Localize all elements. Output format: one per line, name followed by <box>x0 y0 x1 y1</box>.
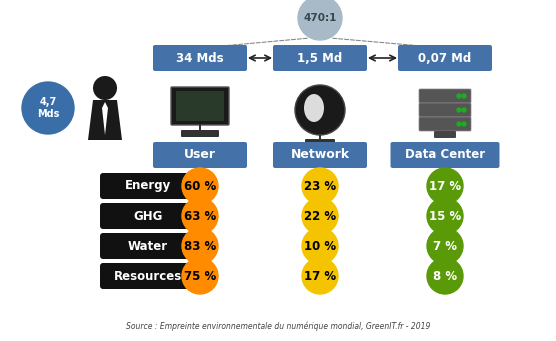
Text: Network: Network <box>290 148 350 162</box>
Text: 10 %: 10 % <box>304 239 336 252</box>
Circle shape <box>457 122 461 126</box>
FancyBboxPatch shape <box>100 173 196 199</box>
FancyBboxPatch shape <box>176 91 224 121</box>
Circle shape <box>427 258 463 294</box>
FancyBboxPatch shape <box>390 142 499 168</box>
Circle shape <box>462 94 466 98</box>
Circle shape <box>302 228 338 264</box>
Text: Data Center: Data Center <box>405 148 485 162</box>
Text: Water: Water <box>128 239 168 252</box>
Circle shape <box>462 122 466 126</box>
Circle shape <box>302 258 338 294</box>
Circle shape <box>182 258 218 294</box>
FancyBboxPatch shape <box>398 45 492 71</box>
Circle shape <box>457 108 461 112</box>
FancyBboxPatch shape <box>434 131 456 138</box>
Text: 8 %: 8 % <box>433 269 457 282</box>
FancyBboxPatch shape <box>153 142 247 168</box>
Text: 17 %: 17 % <box>304 269 336 282</box>
FancyBboxPatch shape <box>419 103 471 117</box>
Text: 7 %: 7 % <box>433 239 457 252</box>
Circle shape <box>427 228 463 264</box>
Polygon shape <box>102 102 108 135</box>
Circle shape <box>182 228 218 264</box>
FancyBboxPatch shape <box>100 263 196 289</box>
FancyBboxPatch shape <box>419 117 471 131</box>
Text: 0,07 Md: 0,07 Md <box>418 51 471 64</box>
Text: 83 %: 83 % <box>184 239 216 252</box>
FancyBboxPatch shape <box>419 89 471 103</box>
Text: 15 %: 15 % <box>429 209 461 222</box>
FancyBboxPatch shape <box>153 45 247 71</box>
Ellipse shape <box>304 94 324 122</box>
Text: 1,5 Md: 1,5 Md <box>297 51 342 64</box>
Polygon shape <box>199 124 201 131</box>
Circle shape <box>462 108 466 112</box>
FancyBboxPatch shape <box>273 45 367 71</box>
Circle shape <box>298 0 342 40</box>
Text: GHG: GHG <box>133 209 163 222</box>
Circle shape <box>302 168 338 204</box>
Text: 63 %: 63 % <box>184 209 216 222</box>
Text: Energy: Energy <box>125 179 171 193</box>
Circle shape <box>182 198 218 234</box>
Polygon shape <box>319 135 321 140</box>
Text: 34 Mds: 34 Mds <box>176 51 224 64</box>
Polygon shape <box>88 100 122 140</box>
Text: 23 %: 23 % <box>304 179 336 193</box>
FancyBboxPatch shape <box>273 142 367 168</box>
Circle shape <box>22 82 74 134</box>
Circle shape <box>302 198 338 234</box>
Circle shape <box>427 168 463 204</box>
Circle shape <box>295 85 345 135</box>
Text: Source : Empreinte environnementale du numérique mondial, GreenIT.fr - 2019: Source : Empreinte environnementale du n… <box>126 321 430 331</box>
Text: Resources: Resources <box>114 269 182 282</box>
FancyBboxPatch shape <box>305 139 335 145</box>
FancyBboxPatch shape <box>100 233 196 259</box>
FancyBboxPatch shape <box>171 87 229 125</box>
Circle shape <box>457 94 461 98</box>
Text: 75 %: 75 % <box>184 269 216 282</box>
Text: 60 %: 60 % <box>184 179 216 193</box>
Text: 4,7
Mds: 4,7 Mds <box>37 97 59 119</box>
FancyBboxPatch shape <box>100 203 196 229</box>
Circle shape <box>182 168 218 204</box>
Text: 470:1: 470:1 <box>304 13 337 23</box>
Text: User: User <box>184 148 216 162</box>
Text: 17 %: 17 % <box>429 179 461 193</box>
FancyBboxPatch shape <box>181 130 219 137</box>
Text: 22 %: 22 % <box>304 209 336 222</box>
Circle shape <box>427 198 463 234</box>
Circle shape <box>93 76 117 100</box>
